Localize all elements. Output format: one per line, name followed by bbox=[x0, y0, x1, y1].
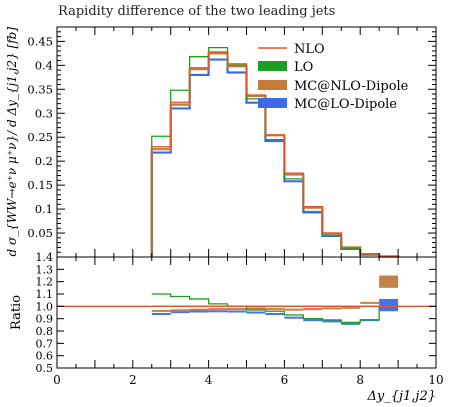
ratio-band-mc-nlo-dipole-bin-11 bbox=[360, 301, 380, 304]
ratio-band-mc-lo-dipole-bin-3 bbox=[208, 310, 228, 313]
y-tick-label: 0.15 bbox=[27, 178, 53, 192]
ratio-band-mc-lo-dipole-bin-8 bbox=[303, 319, 323, 322]
legend-label-mc-nlo-dipole: MC@NLO-Dipole bbox=[294, 79, 409, 94]
ratio-tick-label: 1.1 bbox=[36, 288, 54, 301]
ratio-band-mc-lo-dipole-bin-5 bbox=[246, 311, 266, 314]
ratio-band-mc-lo-dipole-bin-4 bbox=[227, 310, 247, 313]
x-tick-label: 0 bbox=[53, 373, 61, 387]
ratio-tick-label: 0.9 bbox=[36, 313, 54, 326]
ratio-tick-label: 1.4 bbox=[36, 251, 54, 264]
y-tick-label: 0.1 bbox=[35, 202, 53, 216]
ratio-band-mc-nlo-dipole-bin-8 bbox=[303, 308, 323, 311]
ratio-band-mc-lo-dipole-bin-7 bbox=[284, 316, 304, 319]
ratio-band-mc-lo-dipole-bin-1 bbox=[170, 311, 190, 314]
ratio-tick-label: 1.2 bbox=[36, 276, 54, 289]
x-tick-label: 8 bbox=[356, 373, 364, 387]
legend-swatch-mc-lo-dipole bbox=[258, 98, 287, 108]
ratio-band-mc-nlo-dipole-bin-7 bbox=[284, 308, 304, 311]
y-tick-label: 0.25 bbox=[27, 130, 53, 144]
legend-label-mc-lo-dipole: MC@LO-Dipole bbox=[294, 97, 397, 112]
ratio-tick-label: 0.6 bbox=[36, 350, 54, 363]
legend-label-nlo: NLO bbox=[294, 42, 325, 57]
ratio-tick-label: 1.0 bbox=[36, 300, 54, 313]
x-tick-label: 10 bbox=[428, 373, 443, 387]
legend-label-lo: LO bbox=[294, 60, 313, 75]
ratio-band-mc-nlo-dipole-bin-4 bbox=[227, 308, 247, 311]
x-axis-label: Δy_{j1,j2} bbox=[366, 389, 436, 404]
ratio-band-mc-nlo-dipole-bin-0 bbox=[151, 309, 171, 312]
chart-title: Rapidity difference of the two leading j… bbox=[58, 4, 336, 19]
ratio-band-mc-lo-dipole-bin-9 bbox=[322, 320, 342, 323]
ratio-band-mc-lo-dipole-bin-12 bbox=[379, 298, 399, 312]
x-tick-label: 6 bbox=[281, 373, 289, 387]
ratio-lo-line bbox=[151, 293, 399, 324]
y-tick-label: 0.35 bbox=[27, 82, 53, 96]
ratio-band-mc-nlo-dipole-bin-10 bbox=[341, 306, 361, 309]
y-tick-label: 0.45 bbox=[27, 34, 53, 48]
ratio-band-mc-nlo-dipole-bin-6 bbox=[265, 308, 285, 311]
ratio-tick-label: 0.5 bbox=[36, 362, 54, 375]
legend-swatch-lo bbox=[258, 61, 287, 71]
main-panel-frame bbox=[56, 26, 437, 258]
ratio-band-mc-nlo-dipole-bin-2 bbox=[189, 308, 209, 311]
ratio-tick-label: 0.7 bbox=[36, 337, 54, 350]
x-tick-label: 4 bbox=[205, 373, 213, 387]
ratio-tick-label: 1.3 bbox=[36, 263, 54, 276]
y-tick-label: 0.4 bbox=[35, 58, 53, 72]
ratio-axis-label: Ratio bbox=[9, 295, 24, 330]
ratio-band-mc-lo-dipole-bin-0 bbox=[151, 312, 171, 315]
legend-swatch-mc-nlo-dipole bbox=[258, 80, 287, 90]
ratio-band-mc-nlo-dipole-bin-3 bbox=[208, 308, 228, 311]
y-axis-label: d σ_{WW→e⁺ν μ⁺ν}/ d Δy_{j1,j2} [fb] bbox=[5, 27, 19, 257]
ratio-band-mc-lo-dipole-bin-6 bbox=[265, 312, 285, 315]
y-tick-label: 0.2 bbox=[35, 154, 53, 168]
ratio-band-mc-nlo-dipole-bin-5 bbox=[246, 307, 266, 310]
y-tick-label: 0.05 bbox=[27, 226, 53, 240]
x-tick-label: 2 bbox=[129, 373, 137, 387]
ratio-band-mc-lo-dipole-bin-2 bbox=[189, 310, 209, 313]
ratio-band-mc-nlo-dipole-bin-12 bbox=[379, 275, 399, 288]
ratio-band-mc-nlo-dipole-bin-9 bbox=[322, 307, 342, 310]
y-tick-label: 0.3 bbox=[35, 106, 53, 120]
ratio-band-mc-lo-dipole-bin-10 bbox=[341, 322, 361, 325]
ratio-tick-label: 0.8 bbox=[36, 325, 54, 338]
ratio-band-mc-nlo-dipole-bin-1 bbox=[170, 309, 190, 312]
